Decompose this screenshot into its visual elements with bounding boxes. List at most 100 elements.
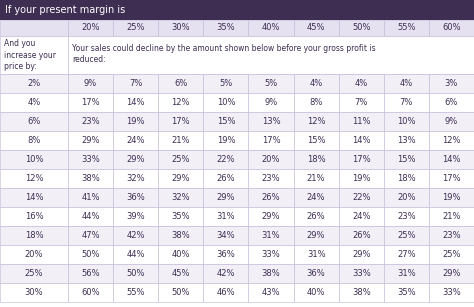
Bar bbox=[384, 169, 429, 188]
Text: 38%: 38% bbox=[262, 269, 281, 278]
Bar bbox=[338, 74, 384, 93]
Bar bbox=[384, 112, 429, 131]
Text: 5%: 5% bbox=[219, 79, 233, 88]
Bar bbox=[158, 20, 203, 36]
Bar bbox=[203, 112, 248, 131]
Bar bbox=[0, 112, 68, 131]
Text: 9%: 9% bbox=[264, 98, 278, 107]
Bar bbox=[113, 169, 158, 188]
Bar bbox=[248, 20, 293, 36]
Text: 55%: 55% bbox=[127, 288, 145, 297]
Text: 7%: 7% bbox=[129, 79, 142, 88]
Bar bbox=[158, 131, 203, 150]
Bar bbox=[248, 264, 293, 283]
Bar bbox=[293, 188, 338, 207]
Bar bbox=[68, 74, 113, 93]
Bar bbox=[0, 20, 68, 36]
Text: 32%: 32% bbox=[172, 193, 190, 202]
Bar bbox=[158, 112, 203, 131]
Text: If your present margin is: If your present margin is bbox=[5, 5, 125, 15]
Bar bbox=[248, 226, 293, 245]
Text: 43%: 43% bbox=[262, 288, 280, 297]
Bar bbox=[384, 283, 429, 302]
Bar bbox=[113, 264, 158, 283]
Text: 33%: 33% bbox=[81, 155, 100, 164]
Bar bbox=[203, 207, 248, 226]
Bar bbox=[113, 188, 158, 207]
Bar bbox=[338, 150, 384, 169]
Text: 23%: 23% bbox=[397, 212, 416, 221]
Bar bbox=[293, 150, 338, 169]
Bar bbox=[293, 207, 338, 226]
Text: 35%: 35% bbox=[397, 288, 416, 297]
Text: 7%: 7% bbox=[400, 98, 413, 107]
Bar bbox=[248, 150, 293, 169]
Bar bbox=[158, 150, 203, 169]
Bar bbox=[293, 283, 338, 302]
Bar bbox=[113, 245, 158, 264]
Text: 56%: 56% bbox=[81, 269, 100, 278]
Text: 21%: 21% bbox=[442, 212, 461, 221]
Bar bbox=[293, 264, 338, 283]
Text: 17%: 17% bbox=[442, 174, 461, 183]
Bar bbox=[68, 112, 113, 131]
Text: 47%: 47% bbox=[81, 231, 100, 240]
Text: 5%: 5% bbox=[264, 79, 278, 88]
Text: 25%: 25% bbox=[127, 24, 145, 33]
Text: 36%: 36% bbox=[217, 250, 235, 259]
Bar bbox=[338, 131, 384, 150]
Bar bbox=[429, 169, 474, 188]
Bar bbox=[68, 169, 113, 188]
Bar bbox=[68, 245, 113, 264]
Bar bbox=[429, 20, 474, 36]
Bar bbox=[384, 245, 429, 264]
Bar bbox=[338, 245, 384, 264]
Bar bbox=[0, 169, 68, 188]
Bar bbox=[384, 20, 429, 36]
Text: 4%: 4% bbox=[27, 98, 41, 107]
Bar bbox=[0, 93, 68, 112]
Text: 17%: 17% bbox=[172, 117, 190, 126]
Text: 8%: 8% bbox=[27, 136, 41, 145]
Text: 50%: 50% bbox=[172, 288, 190, 297]
Text: 3%: 3% bbox=[445, 79, 458, 88]
Bar bbox=[429, 283, 474, 302]
Bar bbox=[203, 169, 248, 188]
Text: And you
increase your
price by:: And you increase your price by: bbox=[4, 39, 56, 71]
Text: 15%: 15% bbox=[307, 136, 325, 145]
Text: 24%: 24% bbox=[307, 193, 325, 202]
Text: 25%: 25% bbox=[442, 250, 461, 259]
Bar bbox=[293, 74, 338, 93]
Text: 4%: 4% bbox=[310, 79, 323, 88]
Bar bbox=[68, 36, 474, 74]
Text: 60%: 60% bbox=[81, 288, 100, 297]
Bar bbox=[68, 188, 113, 207]
Bar bbox=[68, 20, 113, 36]
Text: 17%: 17% bbox=[352, 155, 371, 164]
Bar bbox=[0, 226, 68, 245]
Bar bbox=[0, 283, 68, 302]
Text: 12%: 12% bbox=[307, 117, 325, 126]
Bar bbox=[158, 93, 203, 112]
Text: 20%: 20% bbox=[397, 193, 416, 202]
Bar bbox=[384, 74, 429, 93]
Text: 9%: 9% bbox=[84, 79, 97, 88]
Text: 18%: 18% bbox=[307, 155, 326, 164]
Text: 36%: 36% bbox=[126, 193, 145, 202]
Bar bbox=[0, 264, 68, 283]
Bar bbox=[203, 226, 248, 245]
Bar bbox=[338, 207, 384, 226]
Bar bbox=[203, 264, 248, 283]
Text: 6%: 6% bbox=[174, 79, 187, 88]
Text: 29%: 29% bbox=[352, 250, 371, 259]
Text: 22%: 22% bbox=[352, 193, 371, 202]
Bar bbox=[338, 20, 384, 36]
Bar bbox=[293, 131, 338, 150]
Text: 14%: 14% bbox=[25, 193, 43, 202]
Bar bbox=[203, 245, 248, 264]
Bar bbox=[158, 226, 203, 245]
Bar bbox=[384, 207, 429, 226]
Bar bbox=[0, 245, 68, 264]
Text: 15%: 15% bbox=[217, 117, 235, 126]
Bar bbox=[384, 264, 429, 283]
